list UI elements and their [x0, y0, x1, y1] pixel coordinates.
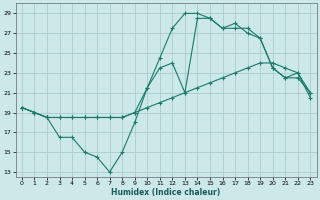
X-axis label: Humidex (Indice chaleur): Humidex (Indice chaleur) — [111, 188, 221, 197]
